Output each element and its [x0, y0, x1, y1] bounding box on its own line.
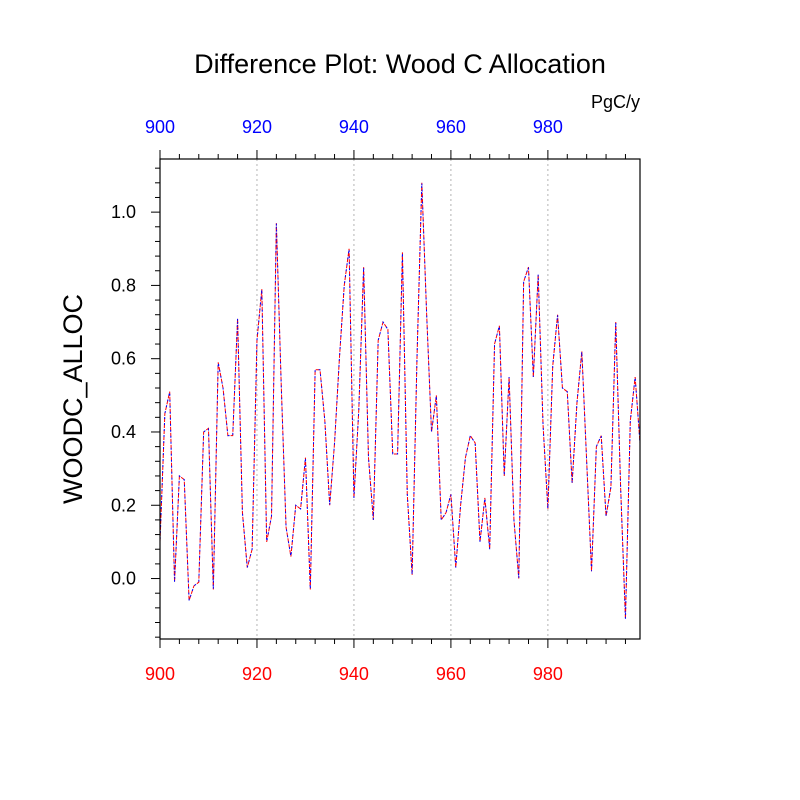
y-axis-label: WOODC_ALLOC [58, 294, 88, 504]
y-tick-label-3: 0.6 [111, 349, 136, 369]
axis-ticks [151, 150, 626, 648]
x-tick-label-top-920: 920 [242, 117, 272, 137]
x-tick-label-top-980: 980 [533, 117, 563, 137]
x-tick-label-bottom-960: 960 [436, 664, 466, 684]
x-tick-label-bottom-900: 900 [145, 664, 175, 684]
x-tick-label-bottom-940: 940 [339, 664, 369, 684]
x-tick-label-top-900: 900 [145, 117, 175, 137]
y-tick-label-5: 1.0 [111, 202, 136, 222]
data-series [159, 182, 641, 619]
y-tick-label-1: 0.2 [111, 495, 136, 515]
tick-labels: 900 900 920 920 940 940 960 960 980 980 0.0 0.2 0.4 0… [111, 117, 563, 684]
y-tick-label-4: 0.8 [111, 275, 136, 295]
plot-frame [159, 158, 641, 640]
series-line-blue [159, 182, 641, 619]
y-tick-label-0: 0.0 [111, 569, 136, 589]
x-tick-label-top-940: 940 [339, 117, 369, 137]
units-label: PgC/y [591, 92, 640, 112]
x-tick-label-bottom-980: 980 [533, 664, 563, 684]
x-tick-label-bottom-920: 920 [242, 664, 272, 684]
grid-lines [256, 159, 549, 639]
chart-title: Difference Plot: Wood C Allocation [194, 49, 606, 79]
y-tick-label-2: 0.4 [111, 422, 136, 442]
x-tick-label-top-960: 960 [436, 117, 466, 137]
